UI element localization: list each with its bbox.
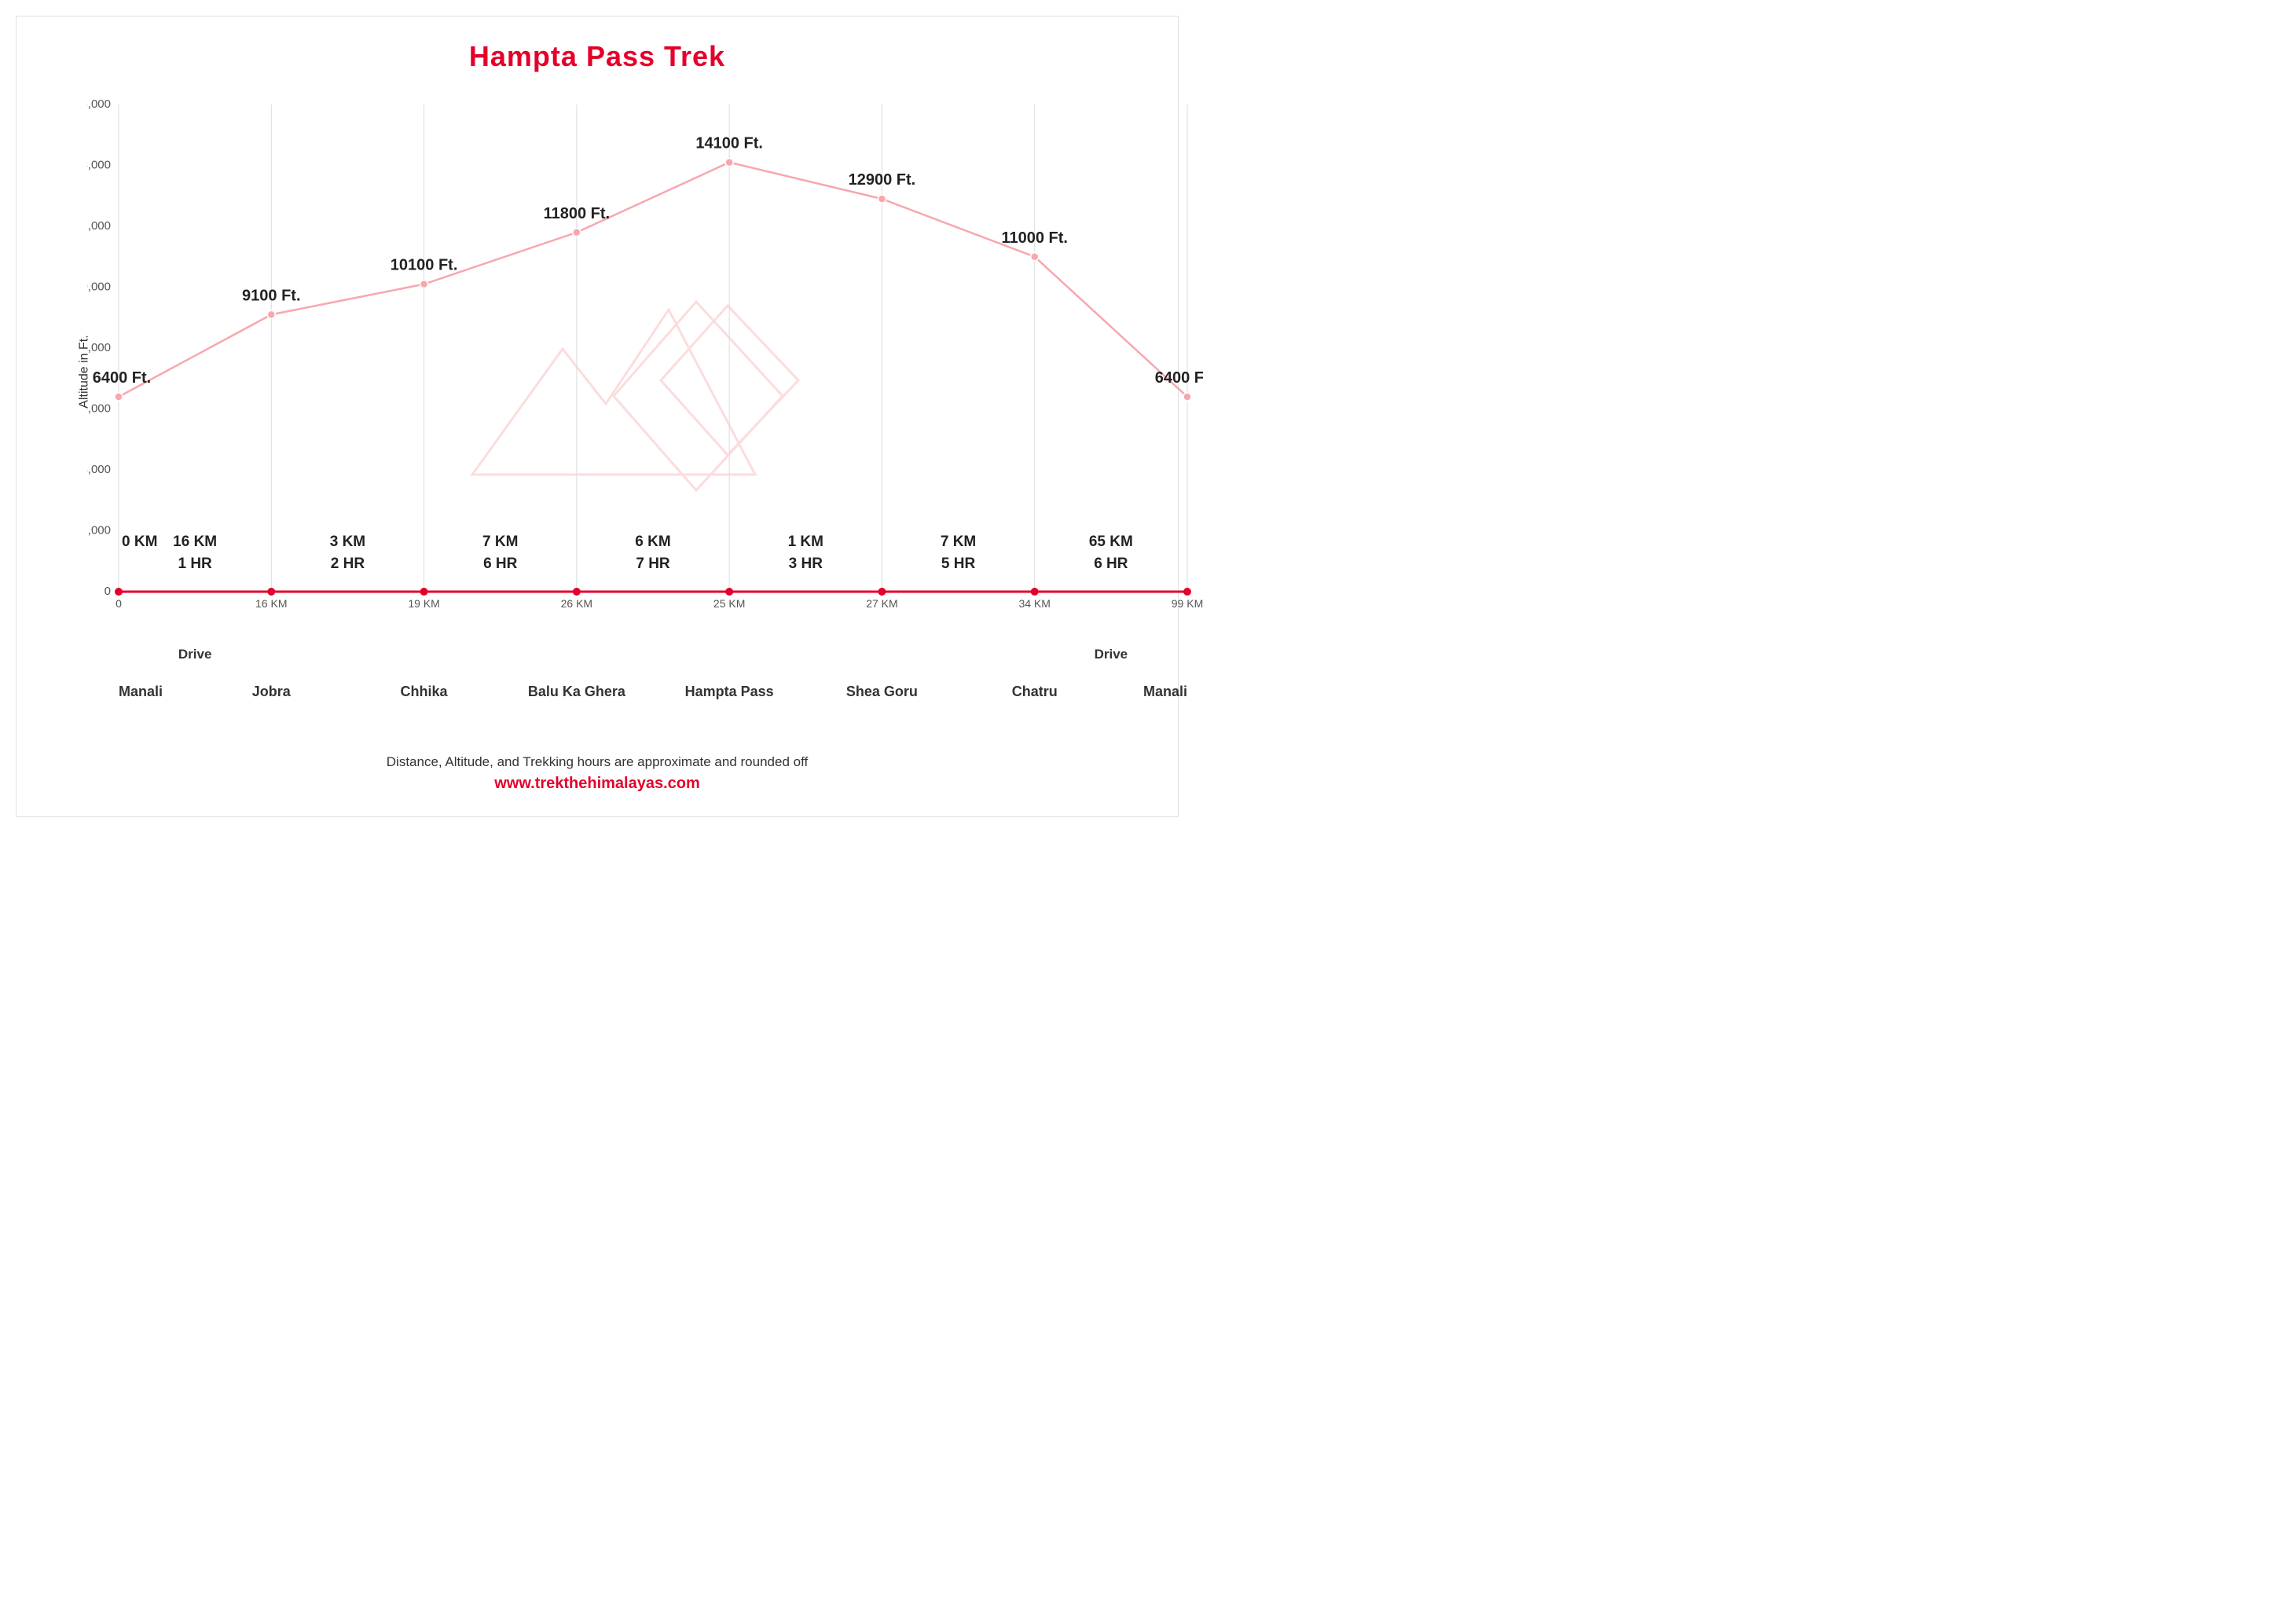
drive-label: Drive xyxy=(178,647,212,662)
website-link[interactable]: www.trekthehimalayas.com xyxy=(40,775,1154,793)
segment-time: 7 HR xyxy=(636,556,670,572)
chart-title: Hampta Pass Trek xyxy=(40,40,1154,73)
baseline-marker xyxy=(420,588,428,596)
altitude-label: 9100 Ft. xyxy=(242,287,300,304)
baseline-marker xyxy=(725,588,733,596)
segment-time: 3 HR xyxy=(789,556,823,572)
segment-distance: 6 KM xyxy=(635,534,670,550)
segment-time: 6 HR xyxy=(1094,556,1128,572)
segment-distance: 65 KM xyxy=(1089,534,1133,550)
cumulative-km-label: 0 xyxy=(116,597,122,610)
altitude-label: 10100 Ft. xyxy=(391,257,458,274)
location-label: Manali xyxy=(1143,684,1187,700)
baseline-marker xyxy=(573,588,581,596)
y-tick-label: 0 xyxy=(105,585,111,598)
cumulative-km-label: 19 KM xyxy=(408,597,439,610)
altitude-marker xyxy=(1031,253,1039,261)
altitude-marker xyxy=(115,393,123,401)
location-label: Chhika xyxy=(401,684,448,700)
altitude-marker xyxy=(267,310,275,318)
altitude-line xyxy=(119,163,1187,397)
segment-distance: 3 KM xyxy=(330,534,365,550)
y-axis-label: Altitude in Ft. xyxy=(78,335,92,408)
location-label: Balu Ka Ghera xyxy=(528,684,625,700)
altitude-label: 14100 Ft. xyxy=(695,135,763,152)
altitude-marker xyxy=(573,229,581,237)
segment-time: 2 HR xyxy=(331,556,365,572)
cumulative-km-label: 27 KM xyxy=(866,597,897,610)
chart-container: Hampta Pass Trek Altitude in Ft. 0 2,000 4… xyxy=(16,16,1179,817)
below-chart: Drive Drive Manali Jobra Chhika Balu Ka Gher… xyxy=(87,647,1146,707)
cumulative-km-label: 26 KM xyxy=(561,597,592,610)
segment-distance: 7 KM xyxy=(482,534,518,550)
y-tick-label: 12,000 xyxy=(87,219,111,233)
segment-time: 5 HR xyxy=(941,556,976,572)
location-label: Shea Goru xyxy=(846,684,918,700)
altitude-label: 12900 Ft. xyxy=(849,171,916,189)
cumulative-km-label: 34 KM xyxy=(1018,597,1050,610)
altitude-label: 6400 Ft. xyxy=(1155,369,1203,387)
cumulative-km-label: 16 KM xyxy=(255,597,287,610)
location-label: Jobra xyxy=(252,684,291,700)
watermark-logo xyxy=(472,302,798,490)
altitude-marker xyxy=(420,281,428,288)
cumulative-km-label: 25 KM xyxy=(713,597,745,610)
segment-distance: 1 KM xyxy=(788,534,823,550)
y-tick-label: 16,000 xyxy=(87,97,111,111)
altitude-label: 6400 Ft. xyxy=(93,369,151,387)
baseline-marker xyxy=(1183,588,1191,596)
altitude-label: 11800 Ft. xyxy=(544,205,611,222)
location-label: Hampta Pass xyxy=(685,684,774,700)
cumulative-km-label: 99 KM xyxy=(1172,597,1203,610)
chart-svg: 02,0004,0006,0008,00010,00012,00014,0001… xyxy=(87,97,1203,615)
start-km-label: 0 KM xyxy=(122,534,157,550)
baseline-marker xyxy=(1031,588,1039,596)
y-tick-label: 14,000 xyxy=(87,158,111,171)
drive-label: Drive xyxy=(1095,647,1128,662)
chart-area: Altitude in Ft. 02,0004,0006,0008,00010,… xyxy=(87,97,1146,647)
segment-distance: 7 KM xyxy=(941,534,976,550)
baseline-marker xyxy=(878,588,886,596)
segment-time: 1 HR xyxy=(178,556,212,572)
y-tick-label: 2,000 xyxy=(87,523,111,537)
altitude-label: 11000 Ft. xyxy=(1001,229,1068,247)
altitude-marker xyxy=(1183,393,1191,401)
location-label: Chatru xyxy=(1012,684,1058,700)
y-tick-label: 10,000 xyxy=(87,280,111,293)
segment-distance: 16 KM xyxy=(173,534,217,550)
location-label: Manali xyxy=(119,684,163,700)
locations-row: Manali Jobra Chhika Balu Ka Ghera Hampta Pas… xyxy=(87,684,1203,707)
altitude-marker xyxy=(878,195,886,203)
baseline-marker xyxy=(267,588,275,596)
y-tick-label: 4,000 xyxy=(87,463,111,476)
segment-time: 6 HR xyxy=(483,556,518,572)
drive-row: Drive Drive xyxy=(87,647,1203,664)
footnote: Distance, Altitude, and Trekking hours a… xyxy=(40,754,1154,770)
altitude-marker xyxy=(725,159,733,167)
baseline-marker xyxy=(115,588,123,596)
